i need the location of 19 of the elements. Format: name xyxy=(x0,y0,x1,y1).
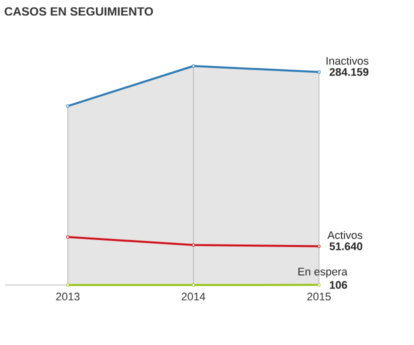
chart-title: CASOS EN SEGUIMIENTO xyxy=(4,7,153,16)
data-label: 106 xyxy=(330,281,348,289)
point xyxy=(192,64,195,68)
point xyxy=(192,283,195,287)
series-label: Inactivos xyxy=(326,56,368,65)
series-label: Activos xyxy=(327,230,362,240)
x-tick-label: 2015 xyxy=(307,292,331,300)
point xyxy=(317,70,321,74)
point xyxy=(317,283,321,287)
point xyxy=(66,283,70,287)
point xyxy=(192,243,195,247)
data-label: 284.159 xyxy=(330,68,368,76)
series-label: En espera xyxy=(298,268,348,278)
x-tick-label: 2014 xyxy=(182,292,206,300)
point xyxy=(66,235,70,239)
point xyxy=(66,104,70,108)
data-label: 51.640 xyxy=(330,242,362,250)
x-tick-label: 2013 xyxy=(56,292,80,300)
point xyxy=(317,244,321,248)
